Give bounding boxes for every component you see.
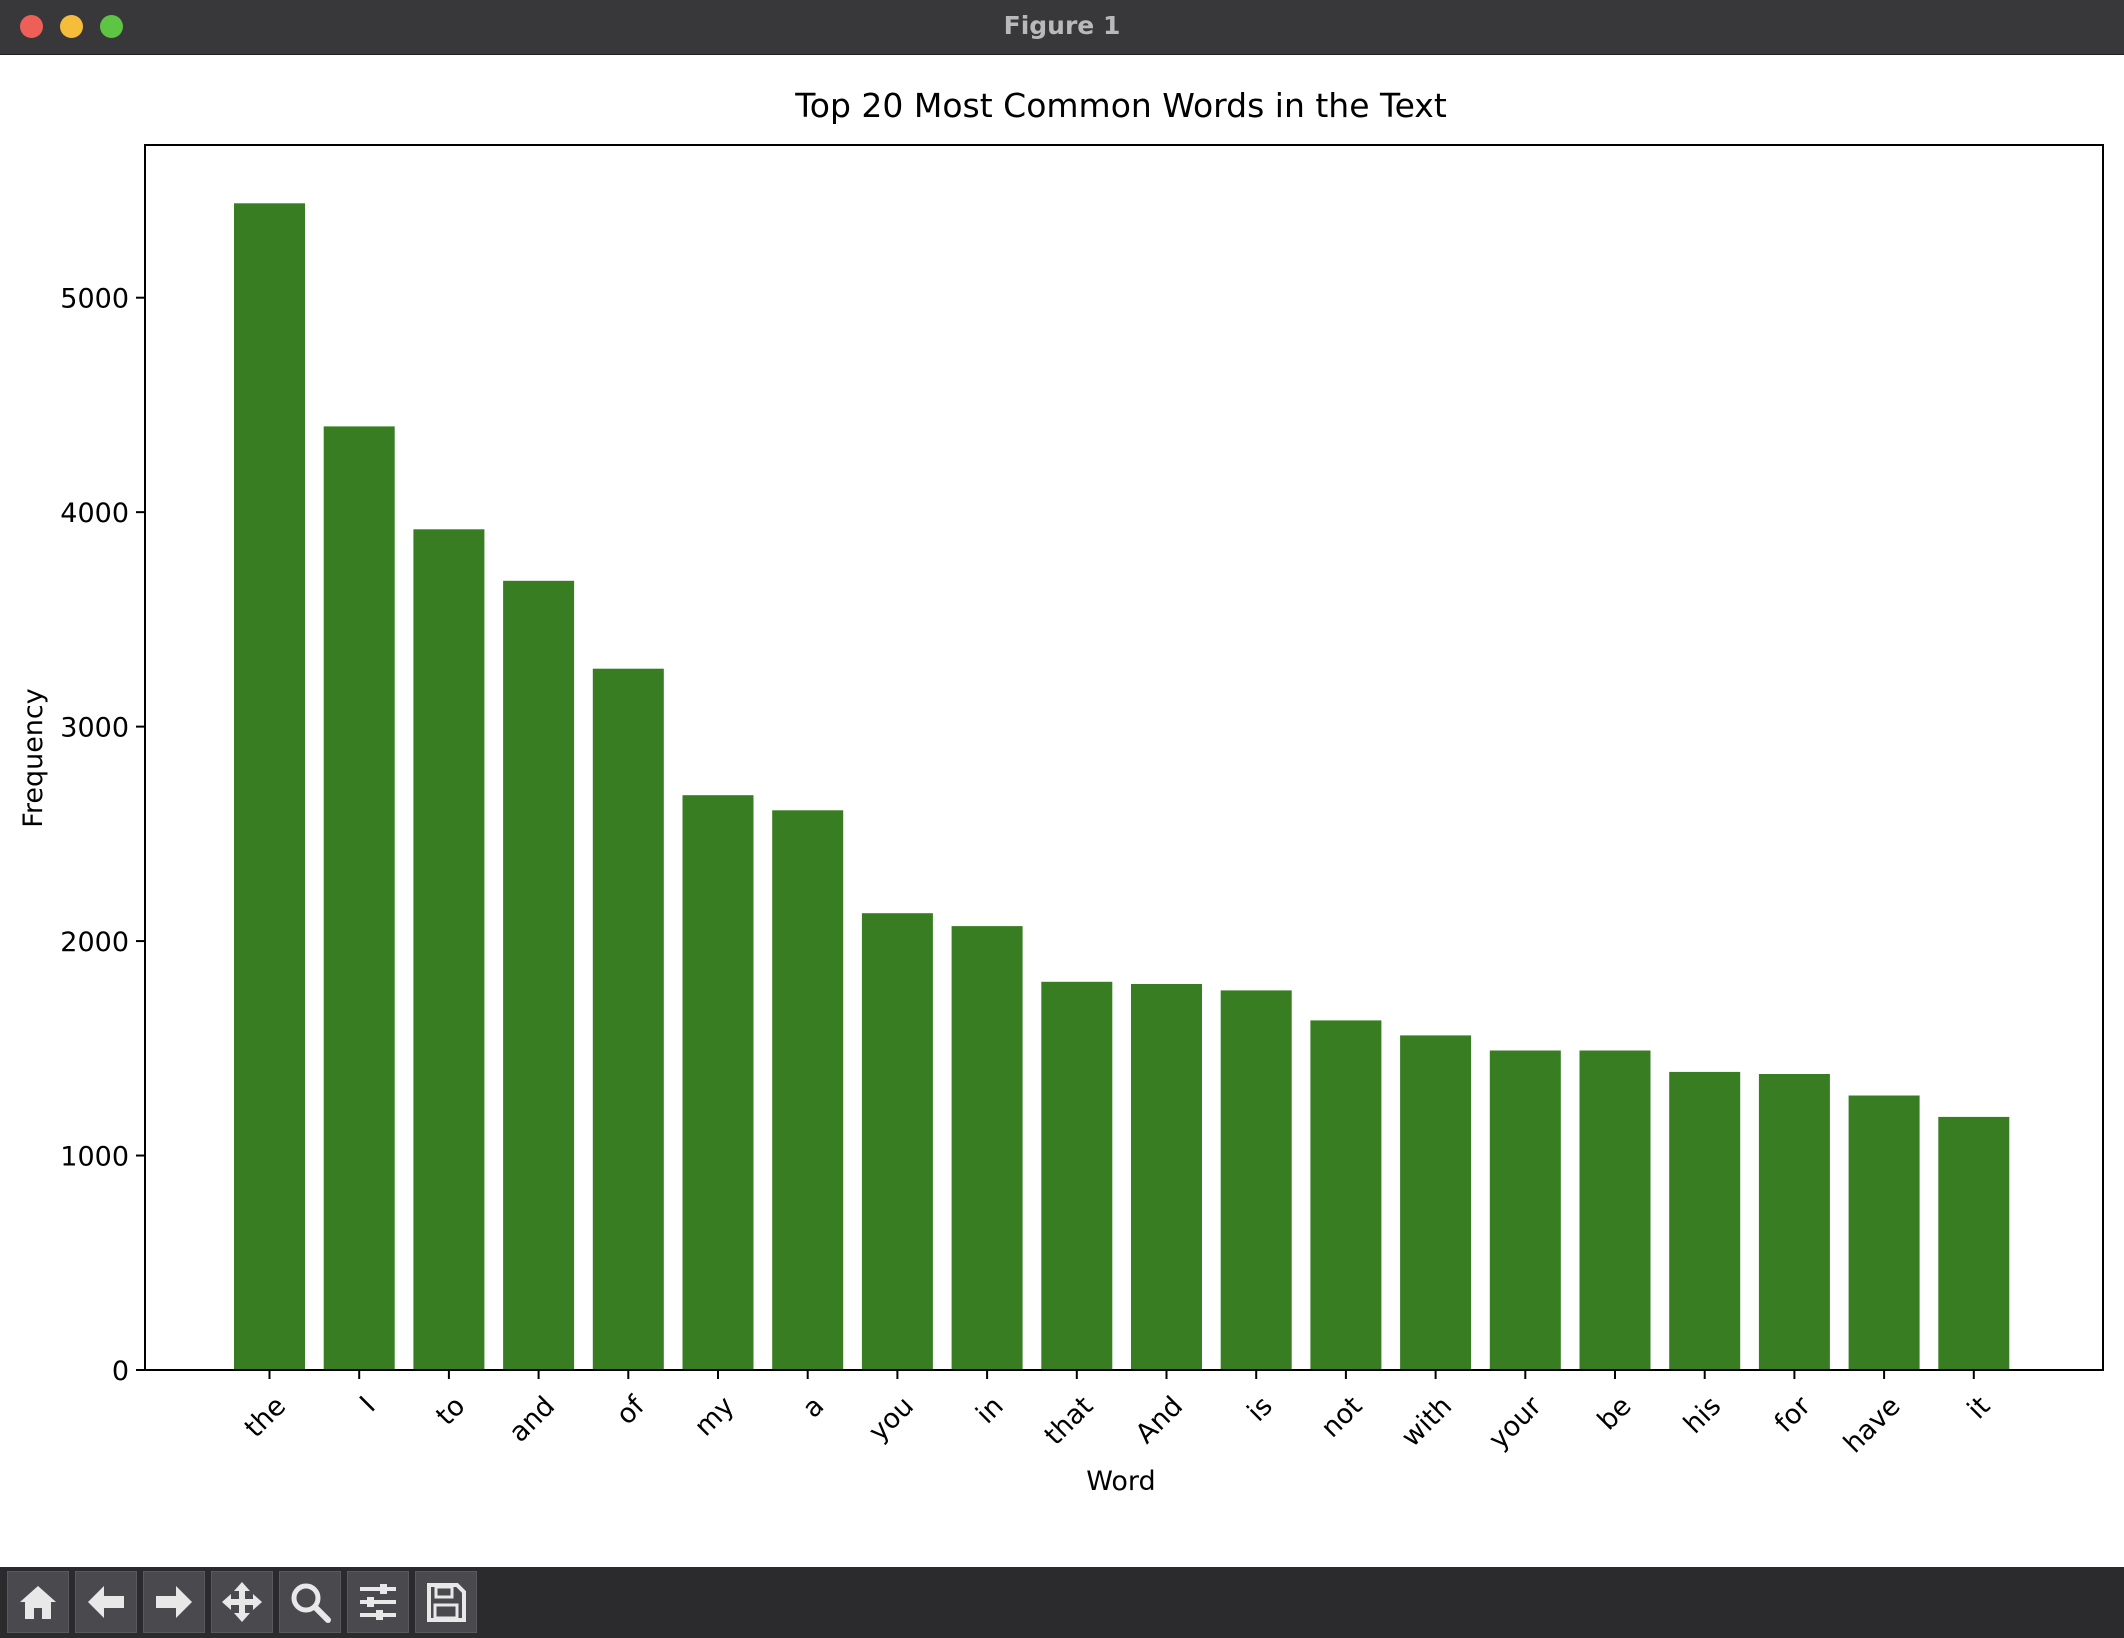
forward-arrow-icon [156,1586,192,1618]
bar-1 [323,426,395,1370]
x-tick-label-15: be [1592,1391,1638,1437]
x-axis-label: Word [1086,1466,1155,1497]
bar-19 [1938,1116,2010,1370]
bar-2 [413,529,485,1370]
bar-13 [1400,1035,1472,1370]
chart-title: Top 20 Most Common Words in the Text [794,86,1447,125]
configure-subplots-icon [360,1584,396,1620]
bar-6 [772,810,844,1370]
back-arrow-icon [88,1586,124,1618]
bar-0 [234,203,305,1370]
x-tick-label-5: my [689,1391,741,1443]
home-icon [20,1586,56,1619]
x-tick-label-8: in [970,1391,1009,1430]
x-tick-label-3: and [503,1391,561,1449]
zoom-button[interactable] [279,1571,341,1633]
forward-button[interactable] [143,1571,205,1633]
x-tick-label-10: And [1130,1391,1189,1450]
y-tick-label-4: 4000 [60,498,129,529]
title-bar[interactable]: Figure 1 [0,0,2124,55]
navigation-toolbar [0,1567,2124,1638]
bar-12 [1310,1020,1382,1370]
save-icon [427,1583,466,1622]
save-button[interactable] [415,1571,477,1633]
window-title: Figure 1 [1003,11,1121,40]
x-tick-label-16: his [1678,1391,1727,1440]
bar-7 [861,913,933,1370]
x-tick-label-13: with [1396,1391,1458,1453]
home-button[interactable] [7,1571,69,1633]
back-button[interactable] [75,1571,137,1633]
zoom-icon [291,1583,331,1623]
x-tick-label-1: I [354,1391,382,1419]
x-tick-label-0: the [239,1391,292,1444]
x-tick-label-4: of [611,1390,652,1431]
bar-11 [1220,990,1292,1370]
x-tick-label-2: to [430,1391,471,1432]
y-tick-label-2: 2000 [60,927,129,958]
y-tick-label-1: 1000 [60,1142,129,1173]
x-tick-label-9: that [1039,1391,1100,1452]
pan-icon [222,1582,262,1622]
bar-18 [1848,1095,1920,1370]
bar-chart: Top 20 Most Common Words in the Text 0 10… [18,86,2104,1497]
x-tick-label-19: it [1962,1391,1997,1426]
x-tick-label-6: a [797,1391,831,1425]
y-tick-label-0: 0 [112,1356,129,1387]
configure-subplots-button[interactable] [347,1571,409,1633]
x-tick-label-14: your [1483,1390,1548,1455]
bar-3 [503,580,575,1370]
x-tick-label-11: is [1242,1391,1279,1428]
x-tick-label-18: have [1838,1391,1907,1460]
y-axis-label: Frequency [18,688,49,828]
bar-16 [1669,1071,1741,1370]
bar-14 [1489,1050,1561,1370]
y-tick-label-3: 3000 [60,713,129,744]
bar-9 [1041,981,1113,1370]
bar-17 [1758,1074,1830,1370]
x-tick-label-17: for [1769,1390,1818,1439]
close-window-button[interactable] [20,15,43,38]
plot-frame [144,144,2104,1371]
bars-group [234,203,2010,1370]
x-tick-label-7: you [863,1391,920,1448]
minimize-window-button[interactable] [60,15,83,38]
bar-4 [592,668,664,1370]
bar-10 [1131,984,1202,1370]
bar-15 [1579,1050,1651,1370]
figure-canvas[interactable]: Top 20 Most Common Words in the Text 0 10… [5,55,2124,1565]
zoom-window-button[interactable] [100,15,123,38]
pan-button[interactable] [211,1571,273,1633]
x-tick-label-12: not [1315,1391,1368,1444]
y-tick-label-5: 5000 [60,284,129,315]
bar-8 [951,926,1023,1370]
y-axis: 0 1000 2000 3000 4000 5000 [60,284,145,1387]
bar-5 [682,795,754,1370]
